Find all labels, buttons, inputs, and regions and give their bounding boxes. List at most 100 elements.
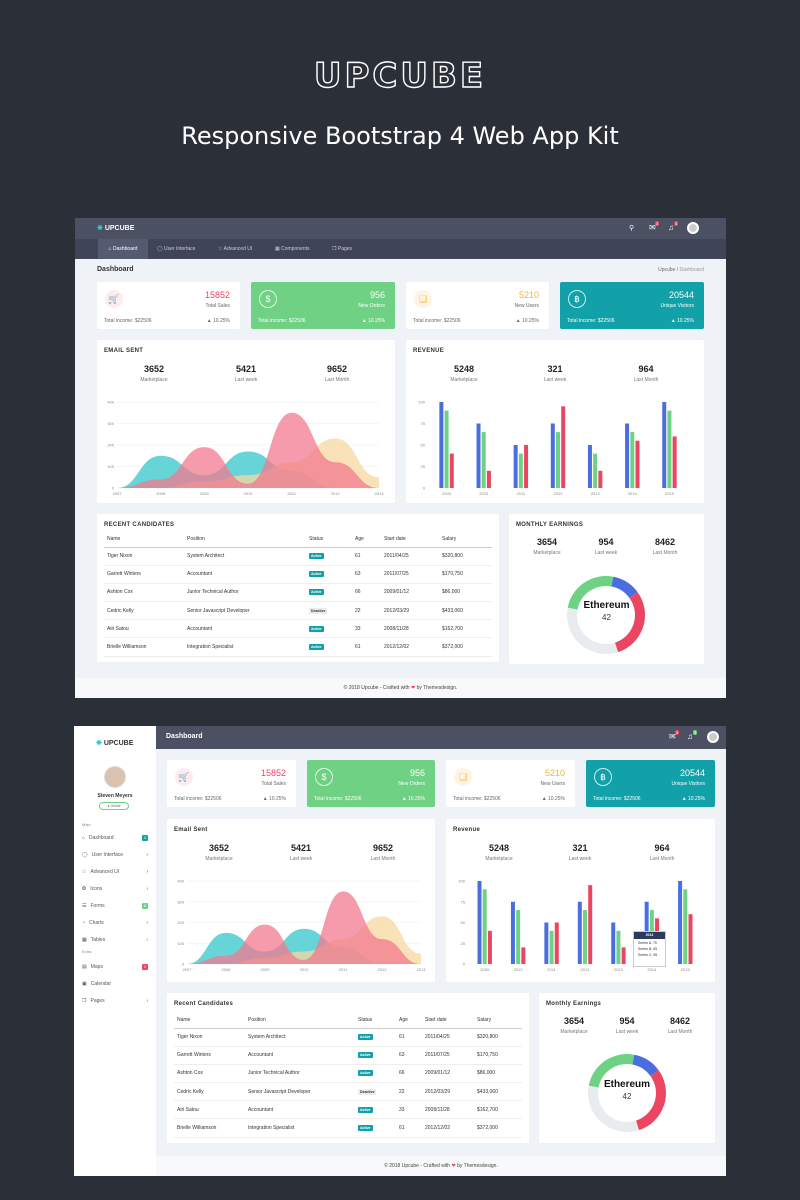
area-series-3 [117, 412, 379, 488]
nav-item-user-interface[interactable]: ◯ User Interface [157, 239, 195, 259]
forms-icon: ☰ [82, 903, 87, 909]
table-row[interactable]: Garrett Winters Accountant Active 63 2011/07… [104, 565, 492, 584]
sidebar-item-advanced-ui[interactable]: ☆ Advanced UI › [82, 866, 148, 878]
nav-item-advanced-ui[interactable]: ☆ Advanced UI [218, 239, 252, 259]
column-header[interactable]: Name [174, 1012, 248, 1029]
bar [554, 922, 559, 964]
table-cell: 61 [399, 1118, 425, 1138]
sidebar-item-dashboard[interactable]: ⌂ Dashboard 3 [82, 832, 148, 844]
table-row[interactable]: Cedric Kelly Senior Javascript Developer D… [104, 601, 492, 621]
x-tick-label: 2013 [591, 491, 601, 496]
search-icon[interactable]: ⚲ [629, 225, 635, 232]
table-cell: Tiger Nixon [104, 547, 187, 566]
bell-icon[interactable]: ♫ [687, 732, 693, 741]
stat-value: 956 [409, 768, 425, 778]
cell-text: $372,000 [442, 644, 463, 651]
brand-name: UPCUBE [104, 225, 135, 232]
table-row[interactable]: Tiger Nixon System Architect Active 61 2011/… [104, 547, 492, 566]
y-tick-label: 0 [182, 962, 185, 967]
mail-icon[interactable]: ✉ [649, 223, 656, 232]
table-cell: $170,750 [442, 565, 492, 584]
mail-icon[interactable]: ✉ [669, 732, 676, 741]
table-row[interactable]: Brielle Williamson Integration Specialist… [104, 637, 492, 657]
x-tick-label: 2014 [628, 491, 638, 496]
table-row[interactable]: Brielle Williamson Integration Specialist… [174, 1118, 522, 1138]
column-header[interactable]: Position [248, 1012, 358, 1029]
stat-label: Unique Visitors [671, 781, 705, 787]
bar [524, 445, 529, 488]
breadcrumb-item[interactable]: Upcube [658, 267, 676, 273]
revenue-card: REVENUE 5248 Marketplace 321 Last week 964… [406, 340, 704, 503]
column-header[interactable]: Start date [384, 531, 442, 548]
user-name: Steven Meyers [97, 793, 133, 799]
stat-value: 3654 [536, 537, 558, 547]
stat-value: 5210 [544, 768, 565, 778]
sidebar-item-icons[interactable]: ❂ Icons › [82, 883, 148, 895]
email-sent-card: EMAIL SENT 3652 Marketplace 5421 Last week… [97, 340, 395, 503]
column-header[interactable]: Position [187, 531, 309, 548]
nav-item-pages[interactable]: ❐ Pages [332, 239, 352, 259]
pages-icon: ❐ [332, 246, 337, 252]
table-row[interactable]: Airi Satou Accountant Active 33 2008/11/28 $1… [174, 1100, 522, 1120]
status-badge: Active [309, 589, 324, 596]
bar [487, 930, 492, 964]
card-title: Recent Candidates [174, 1001, 234, 1007]
column-header[interactable]: Age [355, 531, 384, 548]
home-icon: ⌂ [108, 246, 112, 252]
nav-label: Pages [337, 246, 353, 252]
stat-card-sales: 🛒 15852 Total Sales Total income: $22506… [97, 282, 240, 329]
table-cell: Accountant [248, 1100, 358, 1120]
nav-item-components[interactable]: ▦ Components [275, 239, 309, 259]
sidebar-item-charts[interactable]: ◔ Charts › [82, 917, 148, 929]
cell-text: 61 [355, 553, 361, 560]
avatar[interactable] [687, 222, 699, 234]
table-row[interactable]: Garrett Winters Accountant Active 63 2011/07… [174, 1046, 522, 1065]
table-row[interactable]: Airi Satou Accountant Active 33 2008/11/28 $1… [104, 619, 492, 639]
avatar[interactable] [707, 731, 719, 743]
stat-value: 321 [547, 364, 563, 374]
email-area-chart: 0 100 200 300 400 2007 2008 2009 2010 2011 2012 201… [177, 879, 426, 973]
cell-text: $433,060 [477, 1088, 498, 1095]
sidebar-item-tables[interactable]: ▦ Tables › [82, 934, 148, 946]
stat-label: Marketplace [560, 1029, 588, 1035]
table-row[interactable]: Ashton Cox Junior Technical Author Active 6… [174, 1064, 522, 1084]
heart-icon: ❤ [410, 685, 416, 691]
sidebar-item-pages[interactable]: ❐ Pages › [82, 995, 148, 1007]
stat-label: Marketplace [485, 856, 513, 862]
column-header[interactable]: Salary [477, 1012, 522, 1029]
bell-icon[interactable]: ♫ [668, 223, 674, 232]
candidates-table: Name Position Status Age Start date Sala… [104, 531, 492, 657]
table-cell: 2011/04/25 [384, 547, 442, 566]
stat-label: Marketplace [533, 550, 561, 556]
column-header[interactable]: Name [104, 531, 187, 548]
table-row[interactable]: Ashton Cox Junior Technical Author Active 6… [104, 583, 492, 603]
stat-value: 5421 [290, 843, 312, 853]
nav-item-dashboard[interactable]: ⌂ Dashboard [98, 239, 148, 259]
table-row[interactable]: Cedric Kelly Senior Javascript Developer D… [174, 1082, 522, 1102]
column-header[interactable]: Age [399, 1012, 425, 1029]
sidebar-item-calendar[interactable]: ▣ Calendar [82, 978, 148, 990]
column-header[interactable]: Salary [442, 531, 492, 548]
heart-icon: ❤ [451, 1163, 456, 1169]
bar [544, 922, 549, 964]
stat: 3652 Marketplace [129, 364, 179, 383]
sidebar-item-user-interface[interactable]: ◯ User Interface › [82, 849, 148, 861]
table-row[interactable]: Tiger Nixon System Architect Active 61 2011/… [174, 1028, 522, 1047]
brand-logo[interactable]: ❋ UPCUBE [96, 739, 133, 747]
x-tick-label: 2011 [517, 491, 526, 496]
column-header[interactable]: Status [358, 1012, 399, 1029]
bar [513, 445, 518, 488]
brand-logo[interactable]: ❋ UPCUBE [97, 224, 134, 232]
bar [611, 922, 616, 964]
column-header[interactable]: Start date [425, 1012, 477, 1029]
x-tick-label: 2011 [287, 491, 296, 496]
table-cell: 61 [399, 1028, 425, 1047]
column-header[interactable]: Status [309, 531, 355, 548]
sidebar-item-maps[interactable]: ▤ Maps 2 [82, 961, 148, 973]
bar [630, 432, 635, 488]
cell-text: 2012/12/02 [425, 1125, 451, 1132]
bar [667, 410, 672, 488]
sidebar-item-forms[interactable]: ☰ Forms 8 [82, 900, 148, 912]
status-label: Online [110, 804, 121, 808]
sidebar-section-extra: Extra [82, 949, 92, 954]
